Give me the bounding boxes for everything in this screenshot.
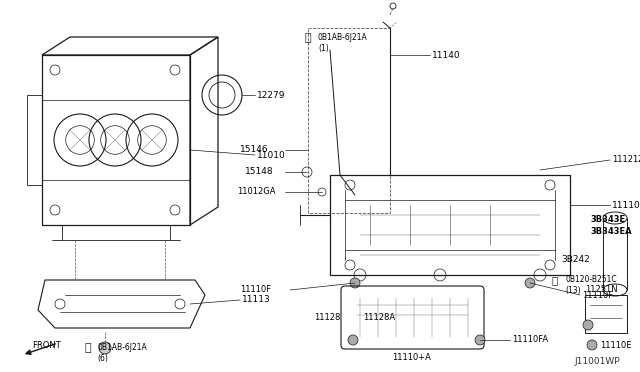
Text: 0B120-B251C: 0B120-B251C: [565, 276, 616, 285]
Text: 11140: 11140: [432, 51, 461, 60]
Text: 12279: 12279: [257, 90, 285, 99]
Text: 11110FA: 11110FA: [512, 336, 548, 344]
Text: 11128: 11128: [314, 314, 340, 323]
Bar: [308, 28, 390, 213]
Text: (1): (1): [318, 44, 329, 52]
Text: 15146: 15146: [240, 145, 269, 154]
Text: 3B343E: 3B343E: [590, 215, 625, 224]
Circle shape: [587, 340, 597, 350]
Text: J11001WP: J11001WP: [574, 357, 620, 366]
Text: Ⓑ: Ⓑ: [552, 275, 558, 285]
Circle shape: [525, 278, 535, 288]
Text: 11110+A: 11110+A: [392, 353, 431, 362]
Text: (6): (6): [97, 353, 108, 362]
Text: 11012GA: 11012GA: [237, 187, 275, 196]
Text: 11113: 11113: [242, 295, 271, 304]
Circle shape: [583, 320, 593, 330]
Text: 11010: 11010: [257, 151, 285, 160]
Text: (13): (13): [565, 285, 580, 295]
Text: 0B1AB-6J21A: 0B1AB-6J21A: [318, 33, 368, 42]
Text: 11110F: 11110F: [240, 285, 271, 295]
Text: Ⓑ: Ⓑ: [84, 343, 92, 353]
Text: 0B1AB-6J21A: 0B1AB-6J21A: [97, 343, 147, 353]
Text: 15148: 15148: [245, 167, 274, 176]
Text: 11110: 11110: [612, 201, 640, 209]
Circle shape: [350, 278, 360, 288]
Circle shape: [475, 335, 485, 345]
Circle shape: [348, 335, 358, 345]
Bar: [585, 295, 627, 333]
Text: 11110F: 11110F: [582, 291, 613, 299]
Text: FRONT: FRONT: [32, 340, 61, 350]
Text: 11121Z: 11121Z: [612, 155, 640, 164]
Text: 11251N: 11251N: [585, 285, 618, 295]
Text: 11110E: 11110E: [600, 340, 632, 350]
Text: 3B242: 3B242: [561, 256, 590, 264]
Text: Ⓑ: Ⓑ: [305, 33, 311, 43]
Text: 11128A: 11128A: [363, 314, 395, 323]
Text: 3B343EA: 3B343EA: [590, 228, 632, 237]
Circle shape: [99, 342, 111, 354]
